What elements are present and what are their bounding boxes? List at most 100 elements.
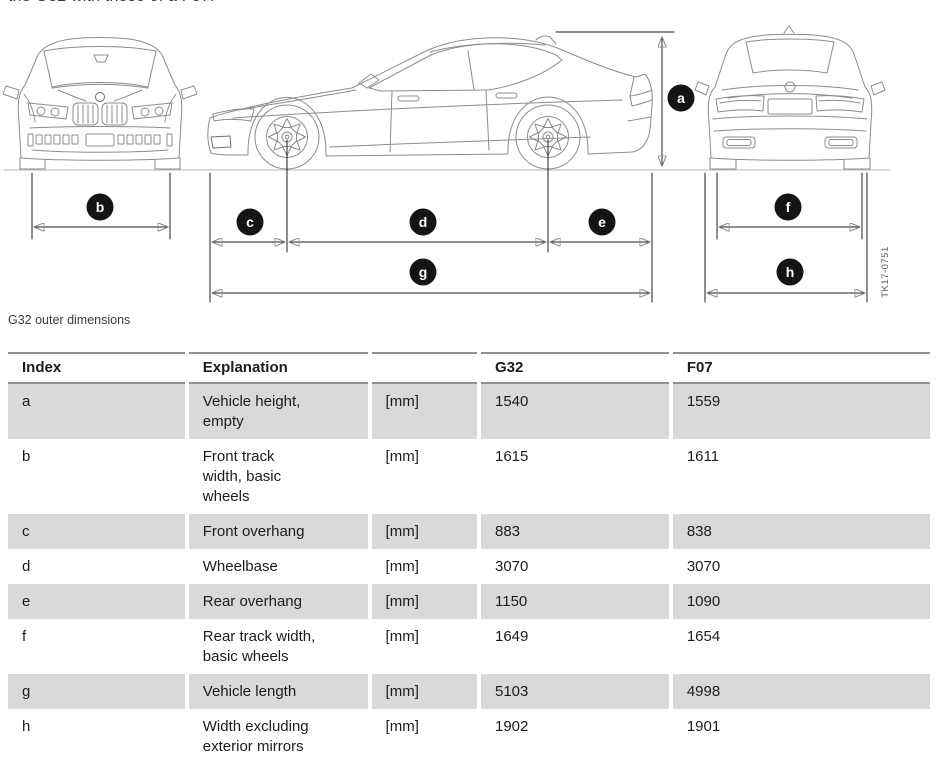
side-mirror [358,73,380,89]
col-header-g32: G32 [481,352,669,384]
b-pillar [467,50,475,91]
table-row-h: h Width excluding exterior mirrors [mm] … [8,709,930,764]
svg-text:g: g [419,264,428,280]
license-plate [767,98,813,115]
left-mirror [2,85,20,100]
cell-g32-value: 1649 [495,628,529,645]
cell-unit: [mm] [385,718,419,735]
front-right-tire [154,157,181,170]
front-door-seam [389,90,393,153]
kidney-grille [72,102,128,126]
cell-f07-value: 4998 [672,674,930,709]
cell-explanation: Vehicle length [188,674,368,709]
cell-g32-value: 883 [481,514,669,549]
front-view-car [2,37,198,170]
antenna-fin [535,35,557,45]
cell-explanation: Vehicle height, empty [188,384,368,439]
cell-unit: [mm] [385,558,419,575]
rearview-mirror [93,54,109,63]
dimension-badge-h: h [776,258,804,286]
cell-explanation: Rear overhang [188,584,368,619]
table-row-f: f Rear track width, basic wheels [mm] 16… [8,619,930,674]
col-header-explanation: Explanation [188,352,368,384]
cell-index: d [22,558,31,575]
dimension-badge-c: c [236,208,264,236]
table-row-b: b Front track width, basic wheels [mm] 1… [8,439,930,514]
table-row-g: g Vehicle length [mm] 5103 4998 [8,674,930,709]
front-bumper-intakes [27,133,173,147]
svg-text:h: h [786,264,795,280]
cell-g32-value: 1150 [481,584,669,619]
cell-index: e [8,584,185,619]
rear-window [745,38,835,74]
rear-view-car [694,25,886,170]
side-view-car [207,35,653,170]
svg-text:e: e [598,214,606,230]
bmw-roundel-rear [784,81,796,93]
col-header-f07: F07 [672,352,930,384]
rear-door-seam [485,89,490,151]
dimension-lines [31,31,868,303]
cell-f07-value: 1654 [686,628,721,645]
cell-unit: [mm] [371,384,477,439]
taillights-rear [715,95,865,113]
cell-unit: [mm] [371,674,477,709]
windshield [43,46,157,88]
bmw-roundel [95,92,105,102]
cell-unit: [mm] [385,628,419,645]
figure-caption: G32 outer dimensions [8,313,131,327]
table-row-e: e Rear overhang [mm] 1150 1090 [8,584,930,619]
rear-left-tire [709,157,737,170]
taillight-side [629,89,653,107]
cell-g32-value: 1902 [495,718,529,735]
svg-text:c: c [246,214,254,230]
shark-fin-antenna [783,25,795,34]
cell-f07-value: 1901 [686,718,721,735]
right-mirror-rear [870,81,886,96]
cell-unit: [mm] [371,514,477,549]
cell-index: c [8,514,185,549]
cell-explanation: Front track width, basic wheels [202,448,282,505]
cell-g32-value: 1540 [481,384,669,439]
cell-g32-value: 1615 [495,448,529,465]
dimension-badge-g: g [409,258,437,286]
dimension-figure: a b c d e f g h TK17-0751 [2,25,891,303]
cell-index: g [8,674,185,709]
cell-f07-value: 1611 [686,448,720,465]
svg-text:a: a [677,90,685,106]
cell-explanation: Rear track width, basic wheels [202,628,316,665]
table-header-row: Index Explanation G32 F07 [8,352,930,384]
clipped-heading-text: the G32 with those of a F07. [8,0,215,6]
left-mirror-rear [694,81,710,96]
cell-unit: [mm] [385,448,419,465]
dimension-badge-d: d [409,208,437,236]
cell-index: f [22,628,27,645]
front-left-tire [19,157,46,170]
cell-index: a [8,384,185,439]
cell-index: h [22,718,31,735]
rear-right-tire [843,157,871,170]
figure-reference-code: TK17-0751 [880,246,891,298]
cell-unit: [mm] [371,584,477,619]
col-header-index: Index [8,352,185,384]
cell-explanation: Front overhang [188,514,368,549]
svg-text:f: f [786,199,791,215]
svg-text:b: b [96,199,105,215]
cell-f07-value: 1090 [672,584,930,619]
door-handle [495,92,518,99]
dimension-badge-a: a [667,84,695,112]
cell-index: b [22,448,31,465]
dimension-badge-f: f [774,193,802,221]
headlights [27,102,173,120]
table-row-d: d Wheelbase [mm] 3070 3070 [8,549,930,584]
right-mirror [180,85,198,100]
table-row-a: a Vehicle height, empty [mm] 1540 1559 [8,384,930,439]
cell-explanation: Width excluding exterior mirrors [202,718,309,755]
cell-f07-value: 838 [672,514,930,549]
headlight-side [212,108,255,122]
cell-explanation: Wheelbase [202,558,278,575]
dimensions-table: Index Explanation G32 F07 a Vehicle heig… [4,352,934,764]
svg-text:d: d [419,214,428,230]
front-intake-side [210,135,232,149]
